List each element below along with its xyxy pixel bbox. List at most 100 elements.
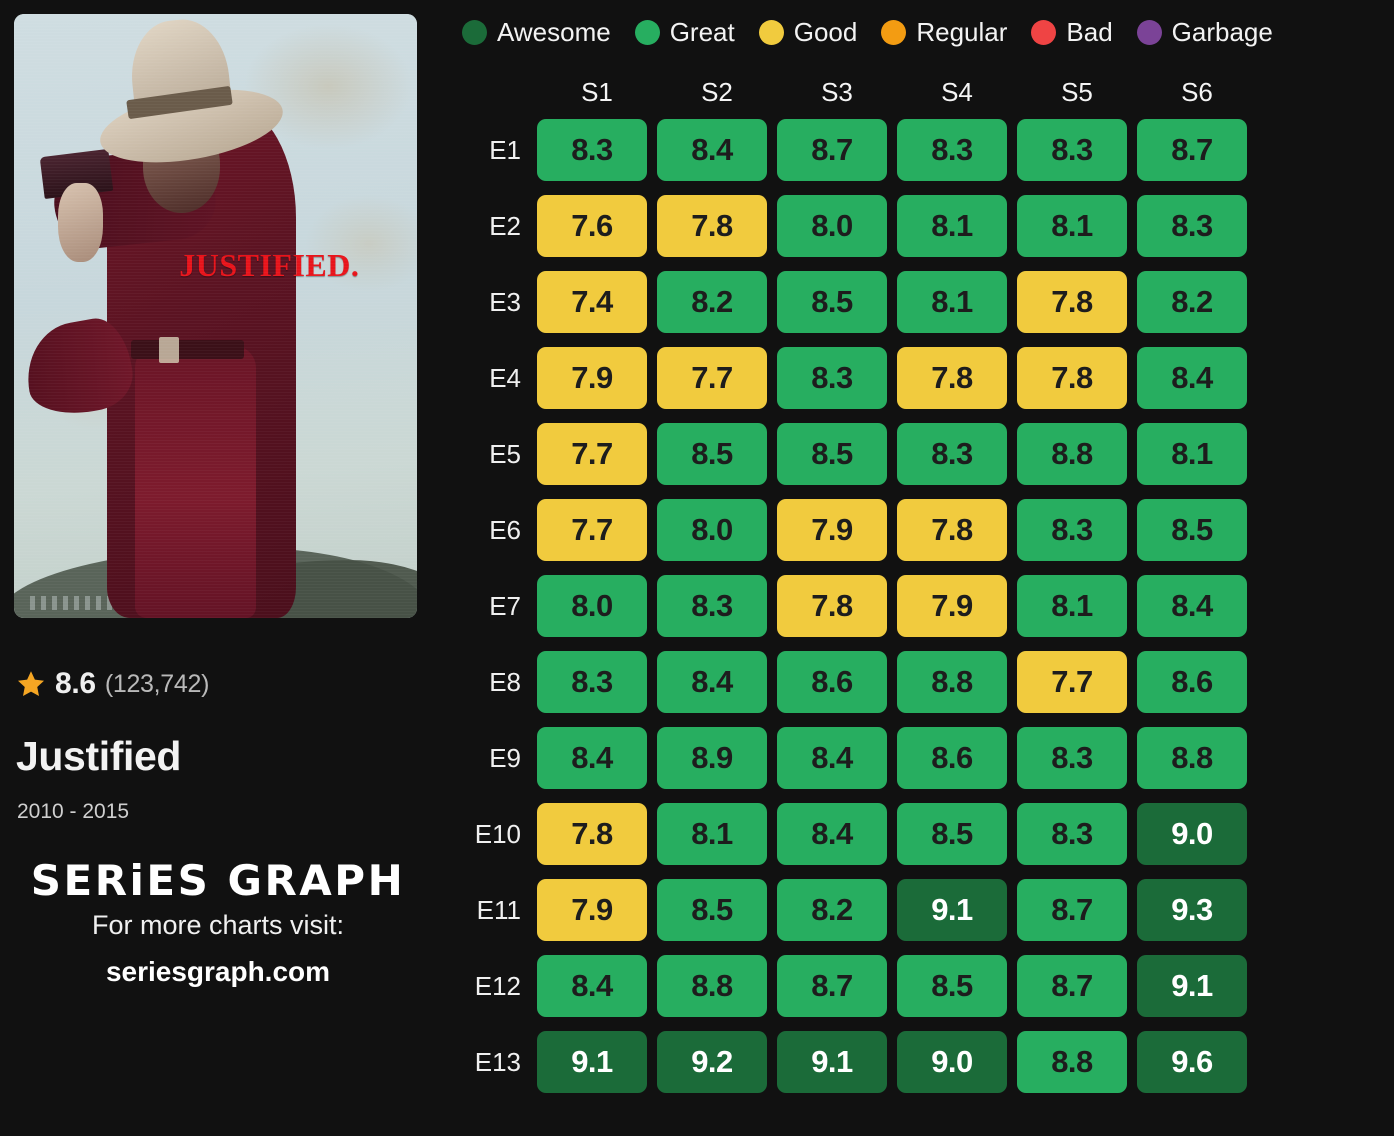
table-row: E11 7.9 8.5 8.2 9.1 8.7 9.3 xyxy=(452,872,1257,948)
season-header-s5[interactable]: S5 xyxy=(1061,76,1093,107)
rating-cell-e9-s5[interactable]: 8.3 xyxy=(1017,727,1127,789)
legend-item-regular[interactable]: Regular xyxy=(881,17,1007,48)
rating-cell-e11-s3[interactable]: 8.2 xyxy=(777,879,887,941)
rating-cell-e2-s2[interactable]: 7.8 xyxy=(657,195,767,257)
rating-cell-e9-s1[interactable]: 8.4 xyxy=(537,727,647,789)
legend-item-great[interactable]: Great xyxy=(634,17,735,48)
rating-cell-e11-s6[interactable]: 9.3 xyxy=(1137,879,1247,941)
rating-cell-e2-s5[interactable]: 8.1 xyxy=(1017,195,1127,257)
rating-cell-e10-s4[interactable]: 8.5 xyxy=(897,803,1007,865)
rating-cell-e12-s4[interactable]: 8.5 xyxy=(897,955,1007,1017)
rating-cell-e10-s1[interactable]: 7.8 xyxy=(537,803,647,865)
rating-cell-e2-s3[interactable]: 8.0 xyxy=(777,195,887,257)
rating-cell-e5-s3[interactable]: 8.5 xyxy=(777,423,887,485)
rating-cell-e9-s6[interactable]: 8.8 xyxy=(1137,727,1247,789)
rating-cell-e1-s6[interactable]: 8.7 xyxy=(1137,119,1247,181)
rating-cell-e10-s6[interactable]: 9.0 xyxy=(1137,803,1247,865)
rating-cell-container: 8.3 xyxy=(1017,796,1137,872)
rating-cell-e1-s4[interactable]: 8.3 xyxy=(897,119,1007,181)
rating-cell-e8-s6[interactable]: 8.6 xyxy=(1137,651,1247,713)
rating-cell-e12-s1[interactable]: 8.4 xyxy=(537,955,647,1017)
rating-cell-e8-s5[interactable]: 7.7 xyxy=(1017,651,1127,713)
season-header-s6[interactable]: S6 xyxy=(1181,76,1213,107)
legend-item-awesome[interactable]: Awesome xyxy=(462,17,611,48)
rating-cell-e7-s2[interactable]: 8.3 xyxy=(657,575,767,637)
rating-cell-e2-s4[interactable]: 8.1 xyxy=(897,195,1007,257)
rating-cell-e1-s5[interactable]: 8.3 xyxy=(1017,119,1127,181)
rating-cell-e2-s6[interactable]: 8.3 xyxy=(1137,195,1247,257)
rating-cell-e1-s1[interactable]: 8.3 xyxy=(537,119,647,181)
rating-cell-e10-s2[interactable]: 8.1 xyxy=(657,803,767,865)
rating-cell-e13-s1[interactable]: 9.1 xyxy=(537,1031,647,1093)
rating-cell-e6-s5[interactable]: 8.3 xyxy=(1017,499,1127,561)
rating-cell-e13-s2[interactable]: 9.2 xyxy=(657,1031,767,1093)
rating-cell-e1-s2[interactable]: 8.4 xyxy=(657,119,767,181)
rating-cell-e5-s2[interactable]: 8.5 xyxy=(657,423,767,485)
legend-item-good[interactable]: Good xyxy=(758,17,857,48)
rating-cell-e11-s4[interactable]: 9.1 xyxy=(897,879,1007,941)
rating-cell-e11-s5[interactable]: 8.7 xyxy=(1017,879,1127,941)
rating-cell-e3-s6[interactable]: 8.2 xyxy=(1137,271,1247,333)
rating-cell-e10-s5[interactable]: 8.3 xyxy=(1017,803,1127,865)
rating-cell-e7-s1[interactable]: 8.0 xyxy=(537,575,647,637)
rating-cell-container: 9.0 xyxy=(897,1024,1017,1100)
rating-cell-e8-s2[interactable]: 8.4 xyxy=(657,651,767,713)
rating-cell-e11-s1[interactable]: 7.9 xyxy=(537,879,647,941)
rating-cell-e5-s6[interactable]: 8.1 xyxy=(1137,423,1247,485)
rating-cell-e9-s4[interactable]: 8.6 xyxy=(897,727,1007,789)
rating-cell-e12-s2[interactable]: 8.8 xyxy=(657,955,767,1017)
legend-item-garbage[interactable]: Garbage xyxy=(1136,17,1273,48)
season-header-s4[interactable]: S4 xyxy=(941,76,973,107)
legend-item-bad[interactable]: Bad xyxy=(1031,17,1113,48)
season-header-s1[interactable]: S1 xyxy=(581,76,613,107)
rating-cell-e7-s6[interactable]: 8.4 xyxy=(1137,575,1247,637)
rating-cell-e2-s1[interactable]: 7.6 xyxy=(537,195,647,257)
rating-cell-e4-s5[interactable]: 7.8 xyxy=(1017,347,1127,409)
rating-cell-e7-s5[interactable]: 8.1 xyxy=(1017,575,1127,637)
rating-cell-e8-s1[interactable]: 8.3 xyxy=(537,651,647,713)
rating-cell-container: 9.2 xyxy=(657,1024,777,1100)
rating-cell-e3-s5[interactable]: 7.8 xyxy=(1017,271,1127,333)
episode-label-e12: E12 xyxy=(474,970,521,1001)
rating-cell-e4-s1[interactable]: 7.9 xyxy=(537,347,647,409)
rating-cell-e5-s5[interactable]: 8.8 xyxy=(1017,423,1127,485)
rating-cell-e11-s2[interactable]: 8.5 xyxy=(657,879,767,941)
rating-cell-e7-s4[interactable]: 7.9 xyxy=(897,575,1007,637)
rating-cell-e5-s1[interactable]: 7.7 xyxy=(537,423,647,485)
rating-cell-container: 8.1 xyxy=(897,188,1017,264)
rating-cell-e12-s6[interactable]: 9.1 xyxy=(1137,955,1247,1017)
rating-cell-e3-s1[interactable]: 7.4 xyxy=(537,271,647,333)
poster-figure-belt-buckle xyxy=(159,336,180,364)
season-header-s2[interactable]: S2 xyxy=(701,76,733,107)
rating-cell-e6-s4[interactable]: 7.8 xyxy=(897,499,1007,561)
rating-cell-e6-s2[interactable]: 8.0 xyxy=(657,499,767,561)
season-header-s3[interactable]: S3 xyxy=(821,76,853,107)
rating-cell-e13-s5[interactable]: 8.8 xyxy=(1017,1031,1127,1093)
rating-cell-e9-s3[interactable]: 8.4 xyxy=(777,727,887,789)
rating-cell-e3-s2[interactable]: 8.2 xyxy=(657,271,767,333)
poster-title-text: JUSTIFIED. xyxy=(179,246,360,283)
rating-cell-e4-s6[interactable]: 8.4 xyxy=(1137,347,1247,409)
rating-cell-e6-s3[interactable]: 7.9 xyxy=(777,499,887,561)
rating-cell-e10-s3[interactable]: 8.4 xyxy=(777,803,887,865)
rating-cell-e6-s6[interactable]: 8.5 xyxy=(1137,499,1247,561)
grid-header: S1 S2 S3 S4 S5 S6 xyxy=(452,72,1257,112)
rating-cell-e13-s3[interactable]: 9.1 xyxy=(777,1031,887,1093)
rating-cell-e8-s4[interactable]: 8.8 xyxy=(897,651,1007,713)
rating-cell-e4-s3[interactable]: 8.3 xyxy=(777,347,887,409)
rating-cell-e6-s1[interactable]: 7.7 xyxy=(537,499,647,561)
rating-cell-e12-s3[interactable]: 8.7 xyxy=(777,955,887,1017)
rating-cell-e13-s6[interactable]: 9.6 xyxy=(1137,1031,1247,1093)
rating-cell-e4-s2[interactable]: 7.7 xyxy=(657,347,767,409)
rating-cell-e1-s3[interactable]: 8.7 xyxy=(777,119,887,181)
rating-cell-e5-s4[interactable]: 8.3 xyxy=(897,423,1007,485)
table-row: E9 8.4 8.9 8.4 8.6 8.3 8.8 xyxy=(452,720,1257,796)
rating-cell-e9-s2[interactable]: 8.9 xyxy=(657,727,767,789)
rating-cell-e13-s4[interactable]: 9.0 xyxy=(897,1031,1007,1093)
rating-cell-e3-s4[interactable]: 8.1 xyxy=(897,271,1007,333)
rating-cell-e8-s3[interactable]: 8.6 xyxy=(777,651,887,713)
rating-cell-e3-s3[interactable]: 8.5 xyxy=(777,271,887,333)
rating-cell-e4-s4[interactable]: 7.8 xyxy=(897,347,1007,409)
rating-cell-e12-s5[interactable]: 8.7 xyxy=(1017,955,1127,1017)
rating-cell-e7-s3[interactable]: 7.8 xyxy=(777,575,887,637)
